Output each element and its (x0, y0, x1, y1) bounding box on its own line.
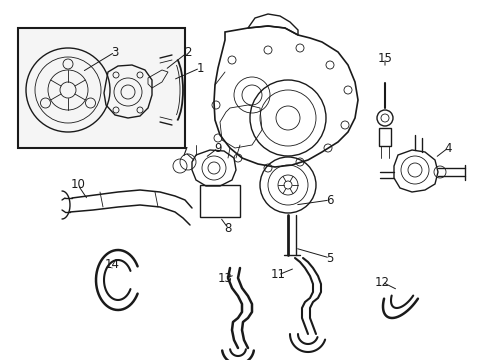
Text: 14: 14 (104, 258, 119, 271)
Text: 1: 1 (196, 62, 203, 75)
Bar (200, 185, 240, 217)
Text: 2: 2 (184, 45, 191, 58)
Text: 6: 6 (325, 194, 333, 207)
Text: 13: 13 (217, 271, 232, 284)
Text: 9: 9 (214, 141, 221, 154)
Text: 5: 5 (325, 252, 333, 265)
Text: 10: 10 (70, 179, 85, 192)
Text: 15: 15 (377, 51, 392, 64)
Text: 12: 12 (374, 275, 389, 288)
Text: 11: 11 (270, 269, 285, 282)
Text: 7: 7 (181, 145, 188, 158)
Text: 8: 8 (224, 221, 231, 234)
Text: 4: 4 (443, 141, 451, 154)
Text: 3: 3 (111, 45, 119, 58)
Bar (378, 128, 390, 146)
Bar (18, 28, 184, 148)
